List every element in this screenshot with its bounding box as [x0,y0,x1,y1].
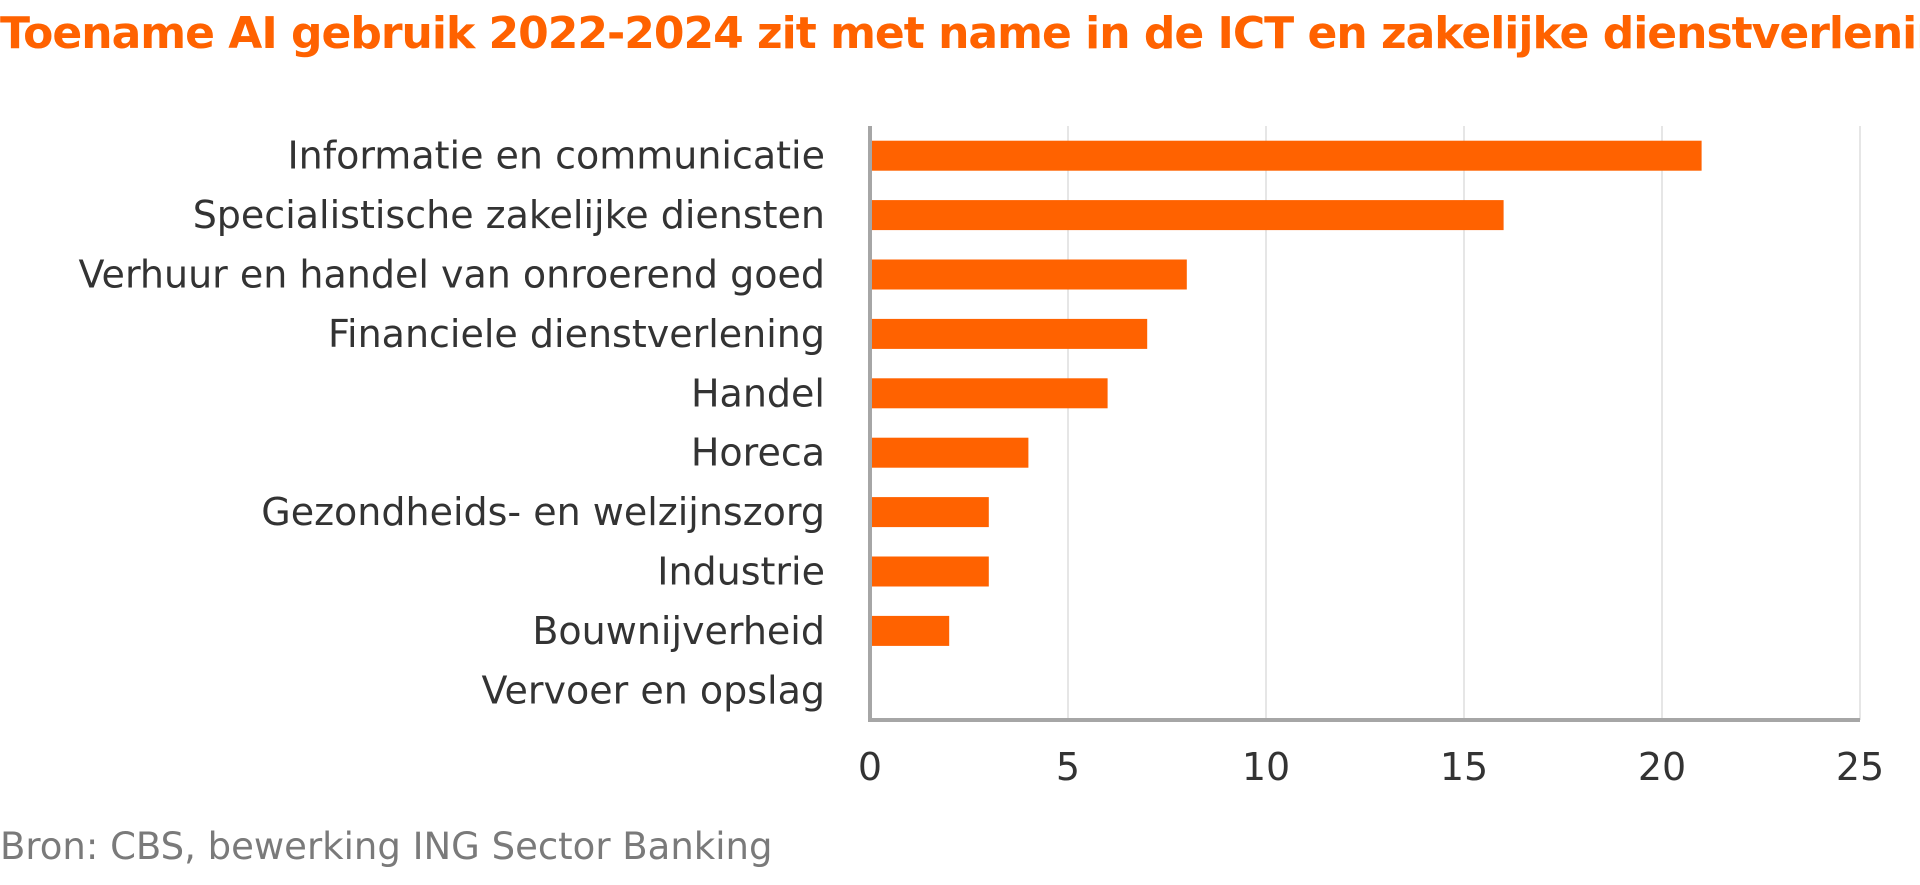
x-tick-labels: 0 5 10 15 20 25 [858,745,1884,789]
x-tick-label: 5 [1056,745,1080,789]
bar [870,556,989,587]
category-label: Informatie en communicatie [287,134,825,178]
chart-title: Toename AI gebruik 2022-2024 zit met nam… [0,8,1920,59]
bar [870,259,1187,290]
source-note: Bron: CBS, bewerking ING Sector Banking [0,825,773,868]
category-label: Handel [691,371,825,415]
bars [870,140,1702,646]
bar [870,437,1029,468]
category-label: Horeca [691,431,825,475]
x-tick-label: 25 [1836,745,1884,789]
category-labels: Informatie en communicatie Specialistisch… [79,134,825,713]
bar [870,140,1702,171]
bar [870,497,989,528]
x-tick-label: 15 [1440,745,1488,789]
bar [870,615,950,646]
x-tick-label: 10 [1242,745,1290,789]
category-label: Vervoer en opslag [481,668,825,712]
category-label: Specialistische zakelijke diensten [193,193,825,237]
bar-chart: Informatie en communicatie Specialistisch… [79,126,1884,789]
x-tick-label: 0 [858,745,882,789]
axes [868,126,1860,722]
bar [870,378,1108,409]
category-label: Industrie [657,550,825,594]
category-label: Financiele dienstverlening [328,312,825,356]
category-label: Bouwnijverheid [532,609,825,653]
category-label: Verhuur en handel van onroerend goed [79,253,825,297]
bar [870,200,1504,231]
x-tick-label: 20 [1638,745,1686,789]
bar [870,318,1148,349]
category-label: Gezondheids- en welzijnszorg [261,490,825,534]
